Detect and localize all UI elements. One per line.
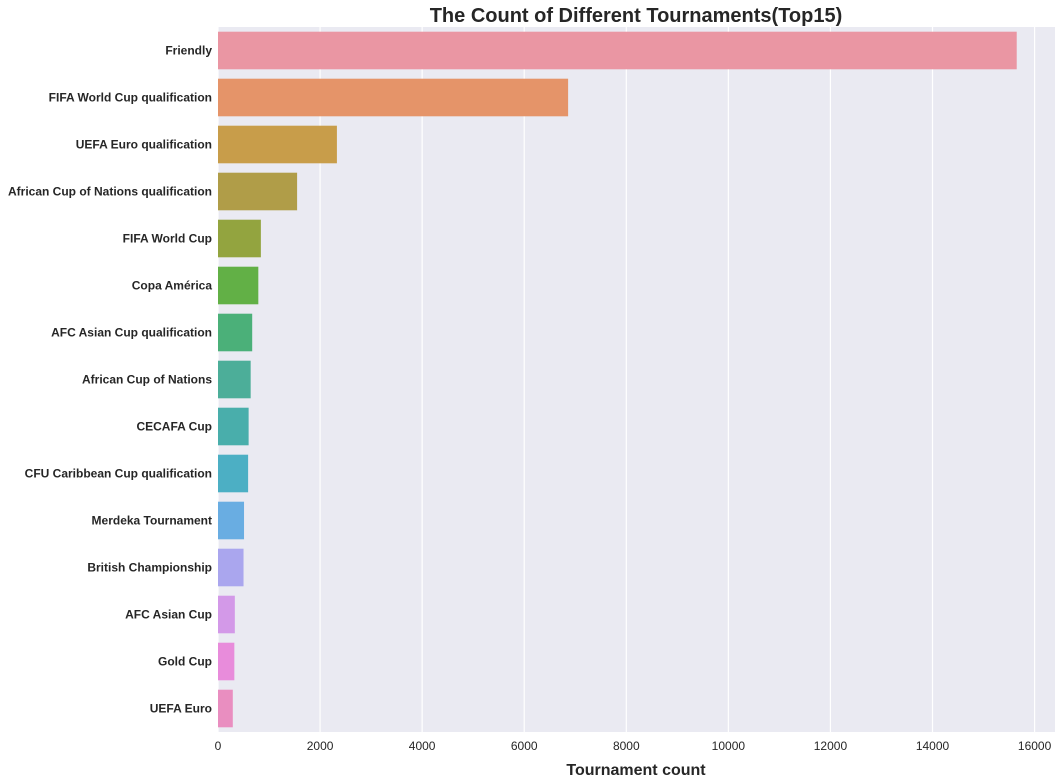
y-tick-label: African Cup of Nations qualification (8, 185, 212, 199)
y-tick-label: FIFA World Cup (123, 232, 212, 246)
bar-friendly (218, 31, 1017, 70)
x-tick-label: 10000 (712, 739, 746, 753)
bar-fifa-world-cup (218, 219, 261, 258)
x-tick-label: 0 (215, 739, 222, 753)
y-tick-label: Copa América (132, 279, 213, 293)
y-tick-label: AFC Asian Cup qualification (51, 326, 212, 340)
bar-british-championship (218, 548, 244, 587)
bars (218, 31, 1017, 728)
x-tick-label: 12000 (814, 739, 848, 753)
x-tick-label: 2000 (307, 739, 334, 753)
y-tick-label: African Cup of Nations (82, 373, 212, 387)
x-tick-label: 16000 (1018, 739, 1052, 753)
bar-cfu-caribbean-cup-qualification (218, 454, 249, 493)
y-tick-label: CFU Caribbean Cup qualification (25, 467, 212, 481)
y-tick-labels: Friendly FIFA World Cup qualification UEFA… (8, 44, 212, 716)
bar-afc-asian-cup (218, 595, 235, 634)
y-tick-label: Gold Cup (158, 655, 212, 669)
y-tick-label: UEFA Euro qualification (76, 138, 212, 152)
chart-title: The Count of Different Tournaments(Top15… (430, 5, 843, 27)
bar-african-cup-of-nations-qualification (218, 172, 298, 211)
y-tick-label: AFC Asian Cup (125, 608, 212, 622)
x-tick-label: 6000 (511, 739, 538, 753)
y-tick-label: UEFA Euro (150, 702, 212, 716)
y-tick-label: FIFA World Cup qualification (49, 91, 212, 105)
bar-uefa-euro (218, 689, 233, 728)
bar-cecafa-cup (218, 407, 249, 446)
x-tick-label: 4000 (409, 739, 436, 753)
y-tick-label: British Championship (87, 561, 212, 575)
y-tick-label: Merdeka Tournament (92, 514, 212, 528)
x-tick-labels: 0 2000 4000 6000 8000 10000 12000 14000 16000 (215, 739, 1052, 753)
y-tick-label: CECAFA Cup (136, 420, 212, 434)
bar-uefa-euro-qualification (218, 125, 337, 164)
bar-merdeka-tournament (218, 501, 245, 540)
x-tick-label: 8000 (613, 739, 640, 753)
y-tick-label: Friendly (165, 44, 212, 58)
bar-copa-am-rica (218, 266, 259, 305)
bar-gold-cup (218, 642, 235, 681)
plot-background (218, 27, 1055, 732)
bar-fifa-world-cup-qualification (218, 78, 569, 117)
x-tick-label: 14000 (916, 739, 950, 753)
x-axis-label: Tournament count (566, 762, 706, 779)
bar-afc-asian-cup-qualification (218, 313, 253, 352)
bar-african-cup-of-nations (218, 360, 251, 399)
